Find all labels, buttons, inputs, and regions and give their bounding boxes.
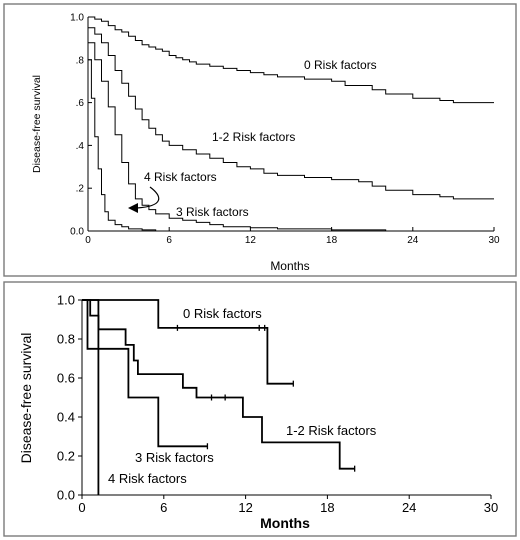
- top-y-tick-label: .2: [76, 184, 85, 195]
- top-y-tick-label: .6: [76, 98, 85, 109]
- top-y-tick-label: .4: [76, 141, 85, 152]
- bottom-x-tick-label: 12: [238, 500, 252, 515]
- bottom-y-tick-label: 1.0: [57, 293, 75, 308]
- bottom-x-tick-label: 24: [402, 500, 416, 515]
- bottom-y-tick-label: 0.2: [57, 449, 75, 464]
- top-annotation-3-risk: 3 Risk factors: [176, 205, 249, 219]
- top-y-tick-label: 0.0: [70, 227, 84, 238]
- bottom-x-tick-label: 0: [78, 500, 85, 515]
- top-x-axis-label: Months: [270, 259, 309, 273]
- top-annotation-1-2-risk: 1-2 Risk factors: [212, 130, 295, 144]
- top-series-4-risk-factors: [88, 59, 157, 231]
- bottom-annotation-1-2-risk: 1-2 Risk factors: [286, 423, 377, 438]
- bottom-y-tick-label: 0.0: [57, 488, 75, 503]
- bottom-x-tick-label: 18: [320, 500, 334, 515]
- top-annotation-arrow: [136, 186, 160, 209]
- top-annotation-0-risk: 0 Risk factors: [304, 58, 377, 72]
- bottom-y-tick-label: 0.4: [57, 410, 75, 425]
- bottom-y-tick-label: 0.6: [57, 371, 75, 386]
- top-series-0-risk-factors: [88, 16, 494, 104]
- bottom-y-tick-label: 0.8: [57, 332, 75, 347]
- top-y-tick-label: 1.0: [70, 13, 84, 24]
- bottom-x-tick-label: 30: [484, 500, 498, 515]
- bottom-annotation-0-risk: 0 Risk factors: [183, 306, 262, 321]
- top-y-axis-label: Disease-free survival: [31, 75, 43, 173]
- bottom-chart: Disease-free survival Months 0 Risk fact…: [18, 293, 498, 531]
- top-x-tick-label: 30: [488, 235, 500, 246]
- top-x-tick-label: 6: [166, 235, 172, 246]
- bottom-series-4-risk-factors: [82, 299, 100, 495]
- bottom-series-0-risk-factors: [82, 299, 294, 385]
- top-x-tick-label: 24: [407, 235, 419, 246]
- bottom-x-axis-label: Months: [260, 515, 310, 531]
- top-x-tick-label: 0: [85, 235, 91, 246]
- top-x-tick-label: 18: [326, 235, 338, 246]
- top-annotation-arrowhead: [128, 203, 138, 213]
- bottom-annotation-3-risk: 3 Risk factors: [135, 450, 214, 465]
- top-x-tick-label: 12: [245, 235, 257, 246]
- top-series-1-2-risk-factors: [88, 27, 494, 200]
- bottom-panel-frame: [3, 281, 517, 537]
- bottom-annotation-4-risk: 4 Risk factors: [108, 471, 187, 486]
- bottom-series-3-risk-factors: [82, 299, 208, 448]
- top-panel-frame: [3, 3, 517, 277]
- bottom-x-tick-label: 6: [160, 500, 167, 515]
- top-annotation-4-risk: 4 Risk factors: [144, 170, 217, 184]
- top-series-3-risk-factors: [88, 42, 387, 231]
- top-chart: Disease-free survival Months 0 Risk fact…: [31, 13, 500, 274]
- bottom-y-axis-label: Disease-free survival: [18, 333, 34, 464]
- top-y-tick-label: .8: [76, 55, 85, 66]
